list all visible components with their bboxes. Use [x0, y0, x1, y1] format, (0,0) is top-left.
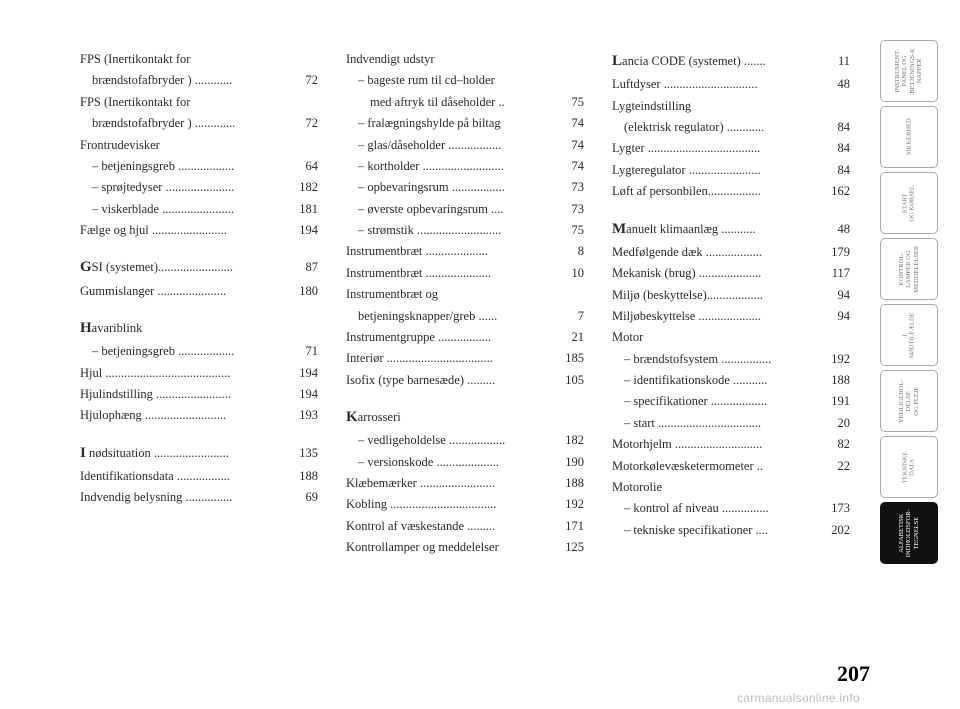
index-subentry: – vedligeholdelse ..................182: [346, 431, 584, 450]
index-entry: Lygter .................................…: [612, 139, 850, 158]
index-entry: Motorhjelm ............................8…: [612, 435, 850, 454]
index-entry: Instrumentgruppe .................21: [346, 328, 584, 347]
index-subentry: – start ................................…: [612, 414, 850, 433]
index-subentry: – fralægningshylde på biltag74: [346, 114, 584, 133]
index-subentry: – tekniske specifikationer ....202: [612, 521, 850, 540]
section-tab[interactable]: VEDLIGEHOL- DELSE OG PLEJE: [880, 370, 938, 432]
index-entry: Motorkølevæsketermometer ..22: [612, 457, 850, 476]
index-subentry: – viskerblade .......................181: [80, 200, 318, 219]
index-heading: Motor: [612, 328, 850, 347]
index-subentry: – specifikationer ..................191: [612, 392, 850, 411]
index-subentry: – sprøjtedyser ......................182: [80, 178, 318, 197]
index-entry: Luftdyser ..............................…: [612, 75, 850, 94]
index-subentry: – øverste opbevaringsrum ....73: [346, 200, 584, 219]
watermark: carmanualsonline.info: [737, 691, 860, 705]
index-entry: Miljø (beskyttelse)..................94: [612, 286, 850, 305]
index-entry: Kontrol af væskestande .........171: [346, 517, 584, 536]
index-entry: Lygteindstilling: [612, 97, 850, 116]
index-entry: Hjulophæng ..........................193: [80, 406, 318, 425]
index-entry: Hjul ...................................…: [80, 364, 318, 383]
index-entry: Instrumentbræt .....................10: [346, 264, 584, 283]
index-subentry: – identifikationskode ...........188: [612, 371, 850, 390]
section-tab[interactable]: KONTROL- LAMPER OG MEDDELELSER: [880, 238, 938, 300]
index-subentry: – kontrol af niveau ...............173: [612, 499, 850, 518]
index-entry: GSI (systemet)........................87: [80, 256, 318, 279]
index-entry: Interiør ...............................…: [346, 349, 584, 368]
section-tab[interactable]: I NØDTILFÆLDE: [880, 304, 938, 366]
index-subentry: – opbevaringsrum .................73: [346, 178, 584, 197]
index-entry: Mekanisk (brug) ....................117: [612, 264, 850, 283]
index-entry: Løft af personbilen.................162: [612, 182, 850, 201]
index-entry: Instrumentbræt ....................8: [346, 242, 584, 261]
index-entry: I nødsituation ........................1…: [80, 442, 318, 465]
index-heading: Motorolie: [612, 478, 850, 497]
index-subentry: – glas/dåseholder .................74: [346, 136, 584, 155]
section-tab[interactable]: INSTRUMENT- PANEL OG BETJENINGS-K NAPPER: [880, 40, 938, 102]
index-subentry: – versionskode ....................190: [346, 453, 584, 472]
index-entry: Identifikationsdata .................188: [80, 467, 318, 486]
index-subentry: – bageste rum til cd–holder: [346, 71, 584, 90]
index-entry: Instrumentbræt og: [346, 285, 584, 304]
index-entry: Miljøbeskyttelse ....................94: [612, 307, 850, 326]
section-tab[interactable]: TEKNISKE DATA: [880, 436, 938, 498]
index-entry: Kontrollamper og meddelelser125: [346, 538, 584, 557]
index-entry: Gummislanger ......................180: [80, 282, 318, 301]
index-entry: Hjulindstilling ........................…: [80, 385, 318, 404]
index-subentry: – betjeningsgreb ..................71: [80, 342, 318, 361]
section-tab[interactable]: SIKKERHED: [880, 106, 938, 168]
index-entry: FPS (Inertikontakt for: [80, 50, 318, 69]
index-entry: Lygteregulator .......................84: [612, 161, 850, 180]
section-tab[interactable]: ALFABETISK INDHOLDSFOR- TEGNELSE: [880, 502, 938, 564]
index-heading: Indvendigt udstyr: [346, 50, 584, 69]
index-entry: FPS (Inertikontakt for: [80, 93, 318, 112]
index-entry: Isofix (type barnesæde) .........105: [346, 371, 584, 390]
index-entry: Karrosseri: [346, 406, 584, 429]
index-entry: Lancia CODE (systemet) .......11: [612, 50, 850, 73]
section-tab[interactable]: START OG KØRSEL: [880, 172, 938, 234]
index-subentry: – brændstofsystem ................192: [612, 350, 850, 369]
index-entry: Havariblink: [80, 317, 318, 340]
index-entry: Kobling ................................…: [346, 495, 584, 514]
index-entry: Indvendig belysning ...............69: [80, 488, 318, 507]
index-subentry: – betjeningsgreb ..................64: [80, 157, 318, 176]
index-subentry: – strømstik ...........................7…: [346, 221, 584, 240]
index-heading: Frontrudevisker: [80, 136, 318, 155]
index-entry: Medfølgende dæk ..................179: [612, 243, 850, 262]
index-entry: Manuelt klimaanlæg ...........48: [612, 218, 850, 241]
page-number: 207: [837, 661, 870, 687]
index-subentry: – kortholder ..........................7…: [346, 157, 584, 176]
index-entry: Klæbemærker ........................188: [346, 474, 584, 493]
index-entry: Fælge og hjul ........................19…: [80, 221, 318, 240]
